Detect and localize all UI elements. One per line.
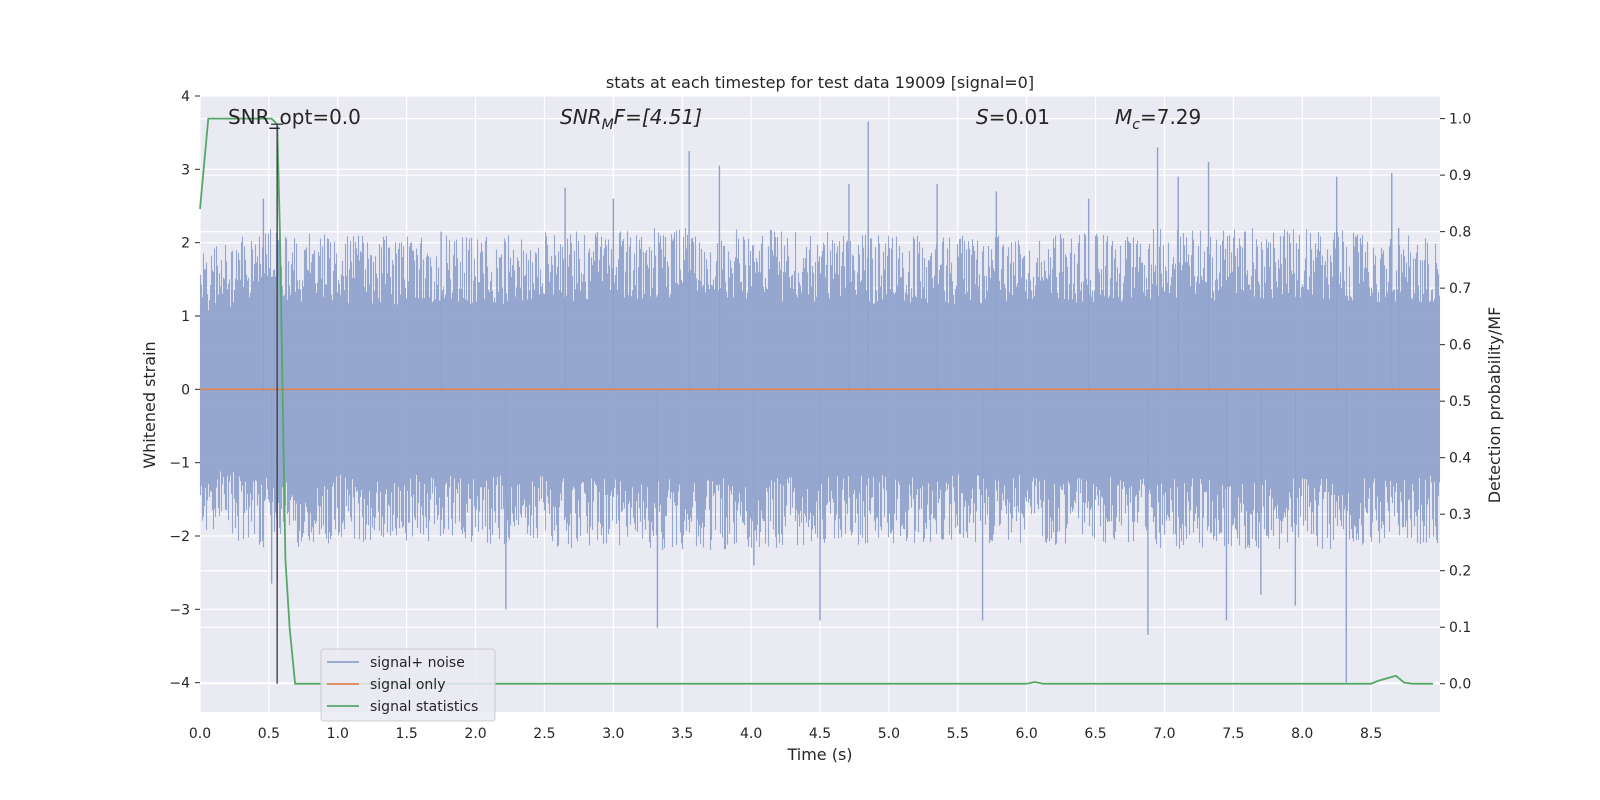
x-tick-label: 8.5 [1360, 726, 1382, 742]
y-tick-label: 3 [181, 162, 190, 178]
legend-box [320, 648, 496, 722]
legend-label-signal-statistics: signal statistics [370, 699, 478, 715]
x-tick-label: 3.5 [671, 726, 693, 742]
x-tick-label: 2.5 [533, 726, 555, 742]
y2-tick-label: 0.6 [1449, 338, 1471, 354]
x-tick-label: 7.0 [1153, 726, 1175, 742]
y2-tick-label: 0.8 [1449, 225, 1471, 241]
legend: signal+ noise signal only signal statist… [320, 648, 496, 722]
annotation-snr-opt: SNR_opt=0.0 [228, 105, 361, 129]
y-tick-label: 0 [181, 382, 190, 398]
x-tick-label: 5.5 [947, 726, 969, 742]
series-signal-statistics [199, 117, 1434, 685]
x-tick-label: 0.0 [189, 726, 211, 742]
annotation-s: S=0.01 [976, 105, 1050, 129]
x-tick-label: 1.5 [396, 726, 418, 742]
y-tick-label: 1 [181, 309, 190, 325]
y2-tick-label: 0.1 [1449, 620, 1471, 636]
x-tick-label: 3.0 [602, 726, 624, 742]
y-tick-label: −1 [169, 456, 190, 472]
x-tick-label: 7.5 [1222, 726, 1244, 742]
y2-tick-label: 0.3 [1449, 507, 1471, 523]
y-tick-label: 2 [181, 236, 190, 252]
x-tick-label: 1.0 [327, 726, 349, 742]
x-tick-label: 6.5 [1084, 726, 1106, 742]
x-tick-label: 8.0 [1291, 726, 1313, 742]
x-tick-label: 5.0 [878, 726, 900, 742]
y2-tick-label: 0.5 [1449, 394, 1471, 410]
x-axis-label: Time (s) [786, 745, 852, 764]
series-layer [199, 117, 1440, 685]
y-tick-label: 4 [181, 89, 190, 105]
y2-tick-label: 0.4 [1449, 451, 1471, 467]
y2-tick-label: 0.0 [1449, 677, 1471, 693]
y-axis-label: Whitened strain [140, 341, 159, 468]
y2-tick-label: 0.7 [1449, 281, 1471, 297]
annotation-mc: Mc=7.29 [1115, 105, 1201, 133]
x-tick-label: 4.0 [740, 726, 762, 742]
x-tick-label: 6.0 [1016, 726, 1038, 742]
legend-label-signal-only: signal only [370, 677, 445, 693]
y-ticks: 4 3 2 1 0 −1 −2 −3 −4 [169, 89, 200, 692]
x-tick-label: 4.5 [809, 726, 831, 742]
annotation-snr-mf: SNRMF=[4.51] [560, 105, 702, 133]
y-tick-label: −4 [169, 676, 190, 692]
y2-tick-label: 1.0 [1449, 112, 1471, 128]
y-tick-label: −3 [169, 602, 190, 618]
x-ticks: 0.0 0.5 1.0 1.5 2.0 2.5 3.0 3.5 4.0 4.5 5.0 5.5 6.0 6… [189, 726, 1382, 742]
x-tick-label: 2.0 [464, 726, 486, 742]
y2-tick-label: 0.9 [1449, 168, 1471, 184]
x-tick-label: 0.5 [258, 726, 280, 742]
legend-label-signal-noise: signal+ noise [370, 655, 465, 671]
chart-title: stats at each timestep for test data 190… [606, 73, 1034, 92]
y2-axis-label: Detection probability/MF [1485, 307, 1504, 504]
y2-ticks: 1.0 0.9 0.8 0.7 0.6 0.5 0.4 0.3 0.2 0.1 0.0 [1440, 112, 1471, 693]
y2-tick-label: 0.2 [1449, 564, 1471, 580]
y-tick-label: −2 [169, 529, 190, 545]
